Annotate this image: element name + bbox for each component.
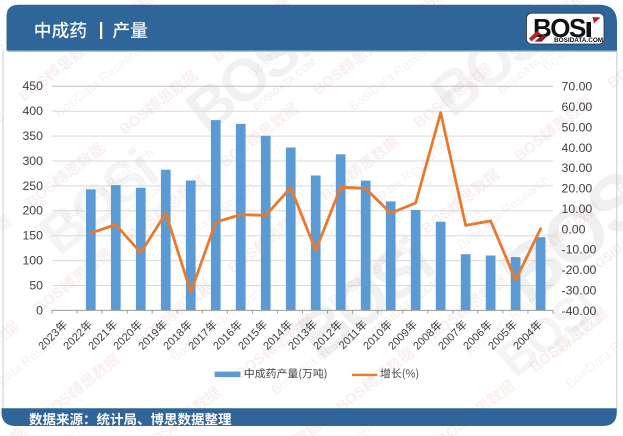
svg-text:150: 150 xyxy=(22,229,43,243)
svg-text:250: 250 xyxy=(22,179,43,193)
svg-text:-10.00: -10.00 xyxy=(562,243,597,257)
svg-text:-20.00: -20.00 xyxy=(562,263,597,277)
svg-text:60.00: 60.00 xyxy=(562,100,593,114)
svg-text:0: 0 xyxy=(36,303,43,317)
svg-text:0.00: 0.00 xyxy=(562,222,586,236)
svg-text:-40.00: -40.00 xyxy=(562,304,597,318)
svg-text:300: 300 xyxy=(22,154,43,168)
svg-text:-30.00: -30.00 xyxy=(562,283,597,297)
svg-text:10.00: 10.00 xyxy=(562,202,593,216)
svg-text:350: 350 xyxy=(22,129,43,143)
svg-text:30.00: 30.00 xyxy=(562,161,593,175)
svg-text:40.00: 40.00 xyxy=(562,141,593,155)
svg-text:70.00: 70.00 xyxy=(562,80,593,94)
svg-text:200: 200 xyxy=(22,204,43,218)
svg-text:20.00: 20.00 xyxy=(562,182,593,196)
svg-text:450: 450 xyxy=(22,79,43,93)
svg-text:BOSIDATA.COM: BOSIDATA.COM xyxy=(554,37,603,44)
svg-text:400: 400 xyxy=(22,104,43,118)
svg-text:50.00: 50.00 xyxy=(562,120,593,134)
svg-text:50: 50 xyxy=(29,278,43,292)
svg-text:100: 100 xyxy=(22,254,43,268)
